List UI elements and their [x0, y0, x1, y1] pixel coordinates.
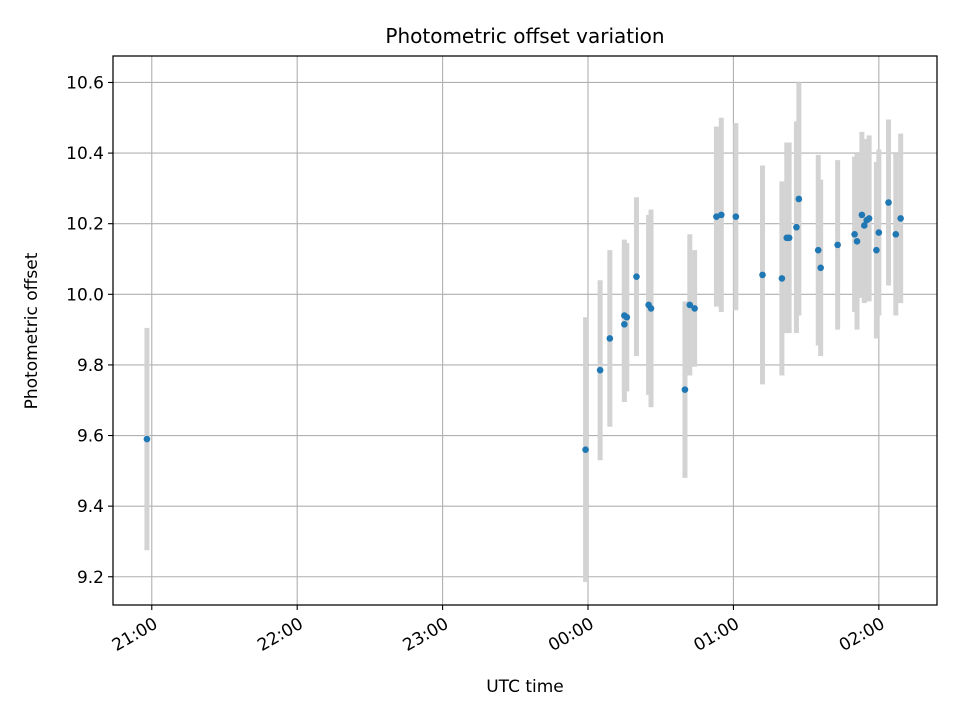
x-axis-label: UTC time	[486, 677, 564, 697]
data-point	[860, 222, 868, 229]
y-tick-label: 9.2	[77, 568, 104, 588]
y-tick-label: 10.4	[66, 144, 104, 164]
data-point	[686, 301, 694, 309]
data-point	[795, 195, 803, 203]
data-point	[875, 229, 883, 236]
data-point	[865, 215, 873, 222]
data-points	[143, 195, 904, 453]
data-point	[718, 211, 725, 219]
chart-title: Photometric offset variation	[385, 24, 664, 48]
data-point	[858, 211, 866, 219]
data-point	[897, 215, 904, 222]
data-point	[143, 435, 151, 443]
y-tick-label: 9.4	[77, 497, 104, 517]
data-point	[814, 246, 822, 254]
plot-frame	[112, 55, 938, 606]
y-axis-label: Photometric offset	[22, 252, 42, 409]
data-point	[853, 238, 861, 245]
data-point	[691, 305, 698, 312]
y-tick-label: 9.8	[77, 356, 104, 376]
data-point	[623, 313, 631, 321]
data-point	[596, 366, 604, 374]
data-point	[793, 223, 800, 231]
data-point	[834, 241, 841, 249]
y-tick-label: 9.6	[77, 427, 104, 447]
data-point	[633, 273, 640, 280]
data-point	[681, 386, 689, 393]
data-point	[778, 275, 786, 282]
data-point	[892, 230, 900, 238]
y-tick-label: 10.2	[66, 215, 104, 235]
data-point	[606, 335, 614, 342]
data-point	[885, 199, 892, 206]
data-point	[647, 305, 655, 312]
y-tick-label: 10.6	[66, 73, 104, 93]
data-point	[621, 321, 628, 328]
y-tick-label: 10.0	[66, 285, 104, 305]
data-point	[785, 234, 793, 242]
data-point	[732, 213, 740, 220]
data-point	[582, 446, 589, 453]
data-point	[873, 246, 880, 254]
data-point	[817, 264, 824, 272]
data-point	[759, 271, 766, 279]
data-point	[851, 230, 858, 238]
